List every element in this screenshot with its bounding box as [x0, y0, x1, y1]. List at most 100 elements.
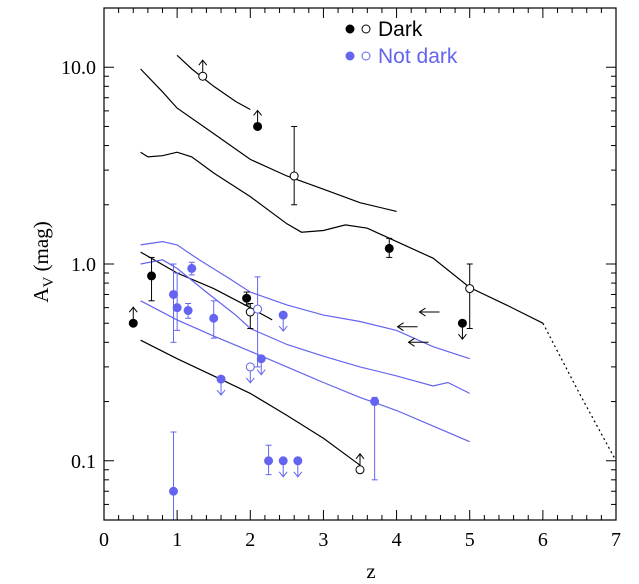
x-axis-title: z: [366, 559, 375, 583]
y-axis-title-main: A: [29, 287, 53, 303]
x-tick-label: 0: [99, 529, 109, 551]
legend-label: Not dark: [378, 45, 458, 68]
legend-marker-open: [361, 24, 371, 34]
x-tick-label: 5: [465, 529, 475, 551]
marker: [245, 362, 255, 372]
dark-point-10: [457, 318, 467, 341]
not-dark-point-10: [256, 354, 266, 376]
model-curve-8: [140, 259, 470, 394]
model-curve-3: [140, 151, 544, 324]
marker: [168, 289, 178, 299]
limit-arrow-head: [256, 369, 266, 376]
marker: [187, 263, 197, 273]
dark-point-3: [198, 59, 208, 81]
left-arrow-head: [396, 322, 404, 332]
marker: [465, 284, 475, 294]
dark-point-7: [289, 125, 299, 206]
y-tick-label: 0.1: [71, 451, 96, 473]
dark-point-5: [245, 302, 255, 330]
dark-point-6: [253, 109, 263, 131]
limit-arrow-head: [198, 59, 208, 66]
dark-point-8: [355, 452, 365, 475]
not-dark-point-15: [370, 396, 380, 481]
data-points: [128, 59, 475, 521]
marker: [264, 456, 274, 466]
left-arrow-2: [396, 322, 418, 332]
marker: [289, 171, 299, 181]
marker: [183, 306, 193, 316]
model-curve-6: [542, 322, 617, 462]
y-tick-label: 10.0: [61, 57, 96, 79]
not-dark-point-7: [216, 374, 226, 396]
not-dark-point-9: [253, 276, 263, 368]
marker: [245, 307, 255, 317]
model-curve-9: [140, 300, 470, 443]
model-curve-5: [140, 339, 361, 466]
marker: [198, 71, 208, 81]
limit-arrow-head: [278, 325, 288, 332]
legend-entry-1: Dark: [345, 18, 423, 41]
marker: [457, 318, 467, 328]
dark-point-1: [128, 306, 138, 328]
not-dark-point-12: [278, 456, 288, 478]
y-axis-title-subscript: V: [41, 277, 57, 288]
not-dark-point-3: [172, 272, 182, 331]
x-tick-label: 1: [172, 529, 182, 551]
left-arrow-head: [418, 307, 426, 317]
limit-arrow-head: [458, 333, 467, 341]
limit-arrow-head: [278, 471, 288, 478]
marker: [216, 374, 226, 384]
model-curve-7: [140, 240, 470, 360]
x-tick-label: 2: [245, 529, 255, 551]
not-dark-point-6: [209, 300, 219, 339]
model-curves: [140, 54, 617, 466]
legend-marker-open: [361, 51, 371, 61]
marker: [278, 310, 288, 320]
marker: [256, 354, 266, 364]
not-dark-point-2: [168, 431, 178, 521]
not-dark-point-11: [264, 444, 274, 476]
marker: [128, 318, 138, 328]
marker: [278, 456, 288, 466]
not-dark-point-5: [187, 261, 197, 276]
y-tick-label: 1.0: [71, 254, 96, 276]
limit-arrow-head: [293, 471, 303, 478]
marker: [168, 486, 178, 496]
marker: [209, 313, 219, 323]
x-tick-label: 7: [611, 529, 621, 551]
not-dark-point-13: [278, 310, 288, 332]
marker: [147, 271, 157, 281]
not-dark-point-14: [293, 456, 303, 478]
marker: [253, 304, 263, 314]
dark-point-11: [465, 263, 475, 330]
dark-point-4: [242, 291, 252, 306]
x-tick-label: 6: [538, 529, 548, 551]
dark-point-2: [147, 256, 157, 302]
left-arrow-head: [407, 337, 415, 347]
dark-point-9: [384, 237, 394, 258]
legend-marker-filled: [345, 51, 355, 61]
x-tick-label: 4: [392, 529, 402, 551]
legend-marker-filled: [345, 24, 355, 34]
limit-arrow-head: [355, 452, 365, 460]
limit-arrow-head: [245, 377, 255, 384]
limit-arrow-head: [216, 389, 226, 396]
left-arrow-3: [407, 337, 429, 347]
model-curve-2: [140, 68, 397, 212]
x-tick-label: 3: [318, 529, 328, 551]
left-arrow-1: [418, 307, 440, 317]
marker: [293, 456, 303, 466]
marker: [355, 465, 365, 475]
marker: [384, 243, 394, 253]
marker: [253, 121, 263, 131]
model-curve-1: [176, 54, 251, 111]
limit-arrow-head: [253, 109, 262, 116]
not-dark-point-8: [245, 362, 255, 384]
marker: [242, 293, 252, 303]
y-axis-title: AV (mag): [29, 221, 57, 302]
plot-frame: [103, 7, 617, 521]
limit-arrow-head: [128, 306, 138, 313]
legend: Dark Not dark: [345, 18, 458, 68]
marker: [370, 397, 380, 407]
